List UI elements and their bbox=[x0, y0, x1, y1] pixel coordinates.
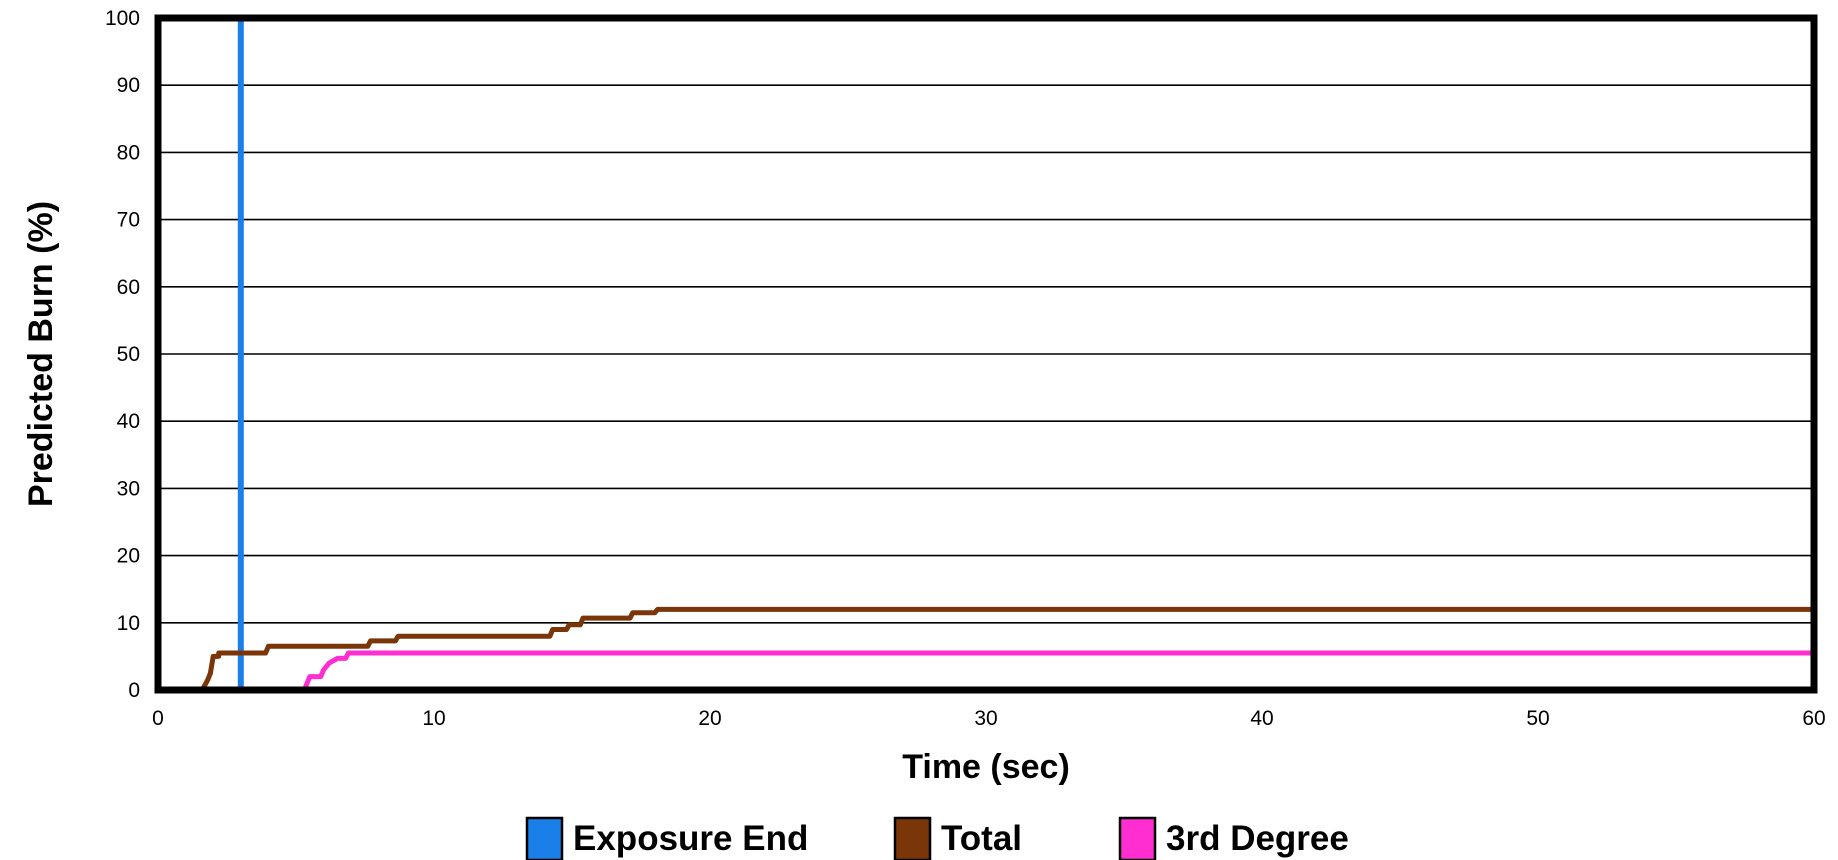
y-tick-label: 70 bbox=[117, 209, 140, 232]
grid-lines bbox=[158, 84, 1814, 624]
y-tick-label: 20 bbox=[117, 545, 140, 568]
x-tick-label: 60 bbox=[1802, 707, 1825, 730]
legend-label: Total bbox=[941, 819, 1022, 858]
y-tick-label: 40 bbox=[117, 410, 140, 433]
x-axis-ticks: 0 10 20 30 40 50 60 bbox=[152, 707, 1826, 730]
y-tick-label: 90 bbox=[117, 74, 140, 97]
series-line-total bbox=[158, 606, 1814, 693]
x-tick-label: 50 bbox=[1526, 707, 1549, 730]
legend-swatch bbox=[1118, 816, 1157, 860]
y-tick-label: 100 bbox=[105, 7, 140, 30]
series-line-3rd-degree bbox=[301, 650, 1814, 691]
y-tick-label: 10 bbox=[117, 612, 140, 635]
y-axis-title: Predicted Burn (%) bbox=[22, 201, 60, 507]
x-tick-label: 20 bbox=[698, 707, 721, 730]
y-tick-label: 0 bbox=[128, 679, 140, 702]
y-axis-ticks: 0 10 20 30 40 50 60 70 80 90 100 bbox=[105, 7, 140, 702]
legend-swatch bbox=[525, 816, 564, 860]
legend-label: Exposure End bbox=[573, 819, 808, 858]
x-tick-label: 40 bbox=[1250, 707, 1273, 730]
legend-item-3rd-degree: 3rd Degree bbox=[1118, 816, 1349, 860]
y-tick-label: 60 bbox=[117, 276, 140, 299]
legend-label: 3rd Degree bbox=[1166, 819, 1349, 858]
plot-frame bbox=[154, 14, 1818, 694]
x-tick-label: 0 bbox=[152, 707, 164, 730]
legend-item-total: Total bbox=[893, 816, 1022, 860]
y-tick-label: 30 bbox=[117, 477, 140, 500]
legend: Exposure End Total 3rd Degree bbox=[525, 816, 1349, 860]
x-axis-title: Time (sec) bbox=[902, 748, 1070, 786]
legend-item-exposure-end: Exposure End bbox=[525, 816, 808, 860]
x-tick-label: 10 bbox=[422, 707, 445, 730]
x-tick-label: 30 bbox=[974, 707, 997, 730]
y-tick-label: 80 bbox=[117, 141, 140, 164]
legend-swatch bbox=[893, 816, 932, 860]
y-tick-label: 50 bbox=[117, 343, 140, 366]
